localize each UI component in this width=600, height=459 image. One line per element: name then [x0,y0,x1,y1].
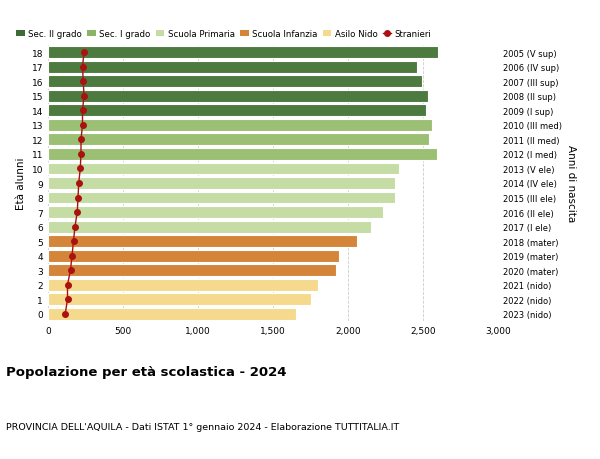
Bar [48,178,395,190]
Bar [48,105,426,117]
Bar [48,91,427,102]
Bar [48,279,318,291]
Bar [48,308,296,320]
Bar [48,149,437,161]
Bar [48,76,421,88]
Bar [48,235,357,247]
Bar [48,47,438,59]
Bar [48,265,336,276]
Y-axis label: Anni di nascita: Anni di nascita [566,145,576,222]
Bar [48,221,371,233]
Bar [48,192,395,204]
Text: Popolazione per età scolastica - 2024: Popolazione per età scolastica - 2024 [6,366,287,379]
Y-axis label: Età alunni: Età alunni [16,157,26,210]
Text: PROVINCIA DELL'AQUILA - Dati ISTAT 1° gennaio 2024 - Elaborazione TUTTITALIA.IT: PROVINCIA DELL'AQUILA - Dati ISTAT 1° ge… [6,422,399,431]
Bar [48,294,311,306]
Bar [48,207,383,218]
Bar [48,62,417,73]
Bar [48,250,339,262]
Bar [48,120,432,132]
Legend: Sec. II grado, Sec. I grado, Scuola Primaria, Scuola Infanzia, Asilo Nido, Stran: Sec. II grado, Sec. I grado, Scuola Prim… [16,30,431,39]
Bar [48,163,399,175]
Bar [48,134,429,146]
